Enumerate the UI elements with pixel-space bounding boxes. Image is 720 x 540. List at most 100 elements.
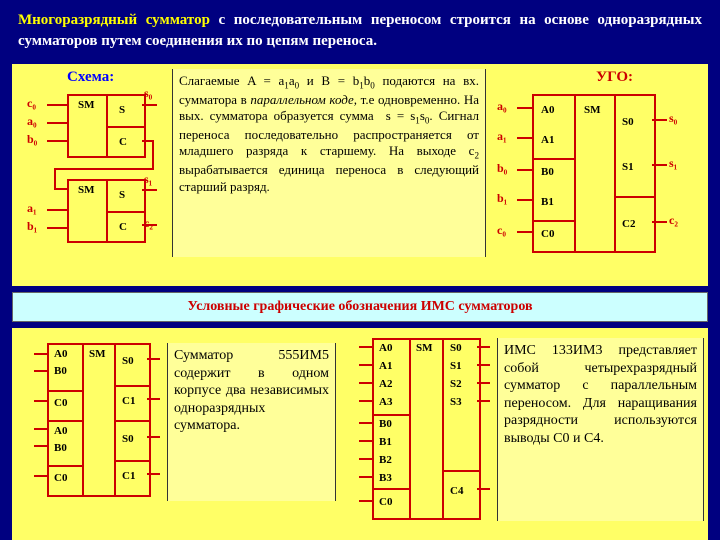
pin-line	[47, 227, 67, 229]
pin-line	[477, 488, 490, 490]
c1-s0b: S0	[122, 433, 134, 445]
c1-c0b: C0	[54, 472, 67, 484]
divider	[49, 390, 82, 392]
desc-text: Слагаемые A = a1a0 и B = b1b0 подаются н…	[179, 73, 479, 194]
pin-line	[477, 382, 490, 384]
c2-s3: S3	[450, 396, 462, 408]
divider	[409, 340, 411, 518]
divider	[49, 465, 82, 467]
c1-a0: A0	[54, 348, 67, 360]
desc-panel1: Слагаемые A = a1a0 и B = b1b0 подаются н…	[172, 69, 486, 257]
ugo-c0: C0	[541, 228, 554, 240]
c2-a3: A3	[379, 396, 392, 408]
pin-a0: a₀	[27, 114, 37, 129]
c2-c4: C4	[450, 485, 463, 497]
c-label: C	[119, 221, 127, 233]
pin-line	[359, 458, 372, 460]
ugo-right-c2: c₂	[669, 213, 678, 228]
ugo-a1: A1	[541, 134, 554, 146]
pin-line	[47, 140, 67, 142]
chip2-block: A0 A1 A2 A3 B0 B1 B2 B3 C0 SM S0 S1 S2 S…	[372, 338, 481, 520]
section-banner: Условные графические обозначения ИМС сум…	[12, 292, 708, 322]
ugo-left-a0: a₀	[497, 99, 507, 114]
carry-line	[54, 168, 154, 170]
pin-line	[34, 353, 47, 355]
pin-line	[47, 104, 67, 106]
pin-line	[359, 382, 372, 384]
pin-line	[34, 475, 47, 477]
ugo-label: УГО:	[596, 69, 633, 86]
divider	[49, 420, 82, 422]
ugo-left-a1: a₁	[497, 129, 507, 144]
pin-s1: s₁	[144, 172, 152, 187]
c-label: C	[119, 136, 127, 148]
pin-line	[517, 231, 532, 233]
c2-a0: A0	[379, 342, 392, 354]
c2-sm: SM	[416, 342, 433, 354]
pin-line	[652, 164, 667, 166]
sm-label: SM	[78, 184, 95, 196]
pin-line	[359, 364, 372, 366]
c1-c1b: C1	[122, 470, 135, 482]
carry-line	[54, 168, 56, 188]
c1-b0: B0	[54, 365, 67, 377]
title-text: Многоразрядный сумматор с последовательн…	[0, 0, 720, 58]
pin-c2: c₂	[144, 216, 153, 231]
pin-line	[359, 346, 372, 348]
ugo-left-b0: b₀	[497, 161, 507, 176]
desc-chip2: ИМС 133ИМ3 представляет собой четырехраз…	[497, 338, 704, 521]
pin-line	[147, 358, 160, 360]
c2-b1: B1	[379, 436, 392, 448]
pin-line	[34, 428, 47, 430]
divider	[574, 96, 576, 251]
pin-line	[359, 476, 372, 478]
c2-a1: A1	[379, 360, 392, 372]
divider	[114, 460, 149, 462]
c2-c0: C0	[379, 496, 392, 508]
pin-line	[47, 209, 67, 211]
ugo-s1: S1	[622, 161, 634, 173]
c2-s1: S1	[450, 360, 462, 372]
scheme-block1: SM S C	[67, 94, 146, 158]
pin-line	[34, 370, 47, 372]
divider	[106, 126, 144, 128]
pin-line	[147, 398, 160, 400]
pin-line	[517, 137, 532, 139]
pin-line	[47, 122, 67, 124]
divider	[442, 470, 479, 472]
pin-line	[652, 221, 667, 223]
pin-line	[147, 473, 160, 475]
divider	[106, 211, 144, 213]
c1-c0: C0	[54, 397, 67, 409]
c2-s0: S0	[450, 342, 462, 354]
sm-label: SM	[78, 99, 95, 111]
divider	[534, 158, 574, 160]
pin-b0: b₀	[27, 132, 37, 147]
c2-b0: B0	[379, 418, 392, 430]
c1-sm: SM	[89, 348, 106, 360]
pin-line	[359, 422, 372, 424]
ugo-right-s0: s₀	[669, 111, 677, 126]
c2-b2: B2	[379, 454, 392, 466]
panel-scheme-ugo: Схема: УГО: SM S C c₀ a₀ b₀ s₀ SM S C a₁…	[12, 64, 708, 286]
divider	[614, 196, 654, 198]
divider	[114, 420, 149, 422]
scheme-label: Схема:	[67, 69, 114, 86]
pin-a1: a₁	[27, 201, 37, 216]
title-yellow: Многоразрядный сумматор	[18, 12, 210, 28]
s-label: S	[119, 104, 125, 116]
pin-line	[477, 400, 490, 402]
pin-line	[34, 400, 47, 402]
c1-c1: C1	[122, 395, 135, 407]
c2-b3: B3	[379, 472, 392, 484]
pin-line	[477, 364, 490, 366]
c1-b0b: B0	[54, 442, 67, 454]
ugo-s0: S0	[622, 116, 634, 128]
pin-line	[652, 119, 667, 121]
ugo-right-s1: s₁	[669, 156, 677, 171]
divider	[82, 345, 84, 495]
divider	[534, 220, 574, 222]
carry-line	[54, 188, 67, 190]
pin-line	[147, 436, 160, 438]
ugo-left-c0: c₀	[497, 223, 506, 238]
